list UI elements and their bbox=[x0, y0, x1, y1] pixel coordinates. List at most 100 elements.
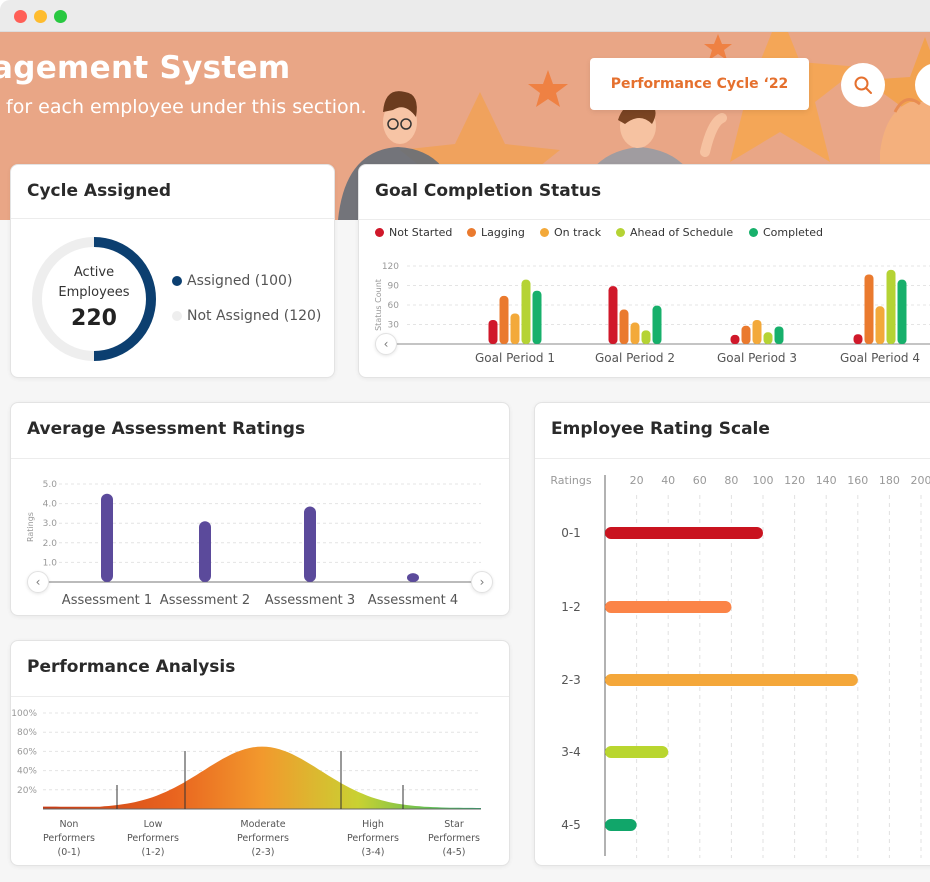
card-title: Employee Rating Scale bbox=[551, 419, 770, 439]
y-tick-label: 80% bbox=[17, 728, 37, 738]
close-window-button[interactable] bbox=[14, 10, 27, 23]
y-tick-label: 40% bbox=[17, 767, 37, 777]
category-label: Performers bbox=[347, 833, 399, 844]
donut-center-label: Active Employees 220 bbox=[44, 263, 144, 331]
bar bbox=[101, 493, 113, 582]
legend-on-track: On track bbox=[540, 226, 601, 239]
category-label: Non bbox=[60, 819, 79, 830]
x-tick-label: Assessment 2 bbox=[160, 593, 250, 608]
card-divider bbox=[11, 696, 509, 697]
y-tick-label: 4.0 bbox=[43, 500, 58, 510]
profile-button[interactable] bbox=[915, 63, 930, 107]
legend-label: Not Assigned (120) bbox=[187, 308, 322, 324]
category-label: (4-5) bbox=[443, 847, 466, 858]
donut-label-line-1: Active bbox=[73, 265, 115, 280]
legend-dot bbox=[616, 228, 625, 237]
bar bbox=[605, 674, 858, 686]
bar bbox=[897, 279, 907, 344]
category-label: Performers bbox=[127, 833, 179, 844]
y-tick-label: 3.0 bbox=[43, 519, 58, 529]
chart-next-button[interactable]: › bbox=[471, 571, 493, 593]
category-label: (2-3) bbox=[252, 847, 275, 858]
bar bbox=[304, 506, 316, 582]
column-header: Ratings bbox=[550, 474, 591, 487]
legend-dot bbox=[375, 228, 384, 237]
x-tick-label: 180 bbox=[879, 474, 900, 487]
y-tick-label: 20% bbox=[17, 786, 37, 796]
donut-assigned-arc bbox=[93, 237, 156, 361]
card-divider bbox=[535, 458, 930, 459]
title-bar bbox=[0, 0, 930, 32]
bar bbox=[608, 286, 618, 344]
legend-label: Lagging bbox=[481, 226, 525, 239]
card-title: Average Assessment Ratings bbox=[27, 419, 306, 439]
cycle-assigned-card: Cycle Assigned Active Employees 220 Assi… bbox=[10, 164, 335, 378]
category-label: High bbox=[362, 819, 384, 830]
x-tick-label: Assessment 3 bbox=[265, 593, 355, 608]
card-title: Performance Analysis bbox=[27, 657, 236, 677]
bar bbox=[752, 319, 762, 344]
legend-not-assigned: Not Assigned (120) bbox=[172, 308, 321, 324]
y-tick-label: 60% bbox=[17, 747, 37, 757]
legend-label: Ahead of Schedule bbox=[630, 226, 734, 239]
bar bbox=[741, 325, 751, 344]
bar bbox=[199, 521, 211, 582]
minimize-window-button[interactable] bbox=[34, 10, 47, 23]
chart-prev-button[interactable]: ‹ bbox=[27, 571, 49, 593]
performance-cycle-label: Performance Cycle ‘22 bbox=[610, 76, 789, 92]
x-tick-label: 140 bbox=[816, 474, 837, 487]
bar bbox=[641, 330, 651, 344]
y-tick-label: 120 bbox=[382, 262, 399, 272]
donut-center-value: 220 bbox=[71, 306, 117, 331]
rating-range-label: 0-1 bbox=[561, 526, 581, 540]
category-label: Performers bbox=[237, 833, 289, 844]
bar bbox=[853, 334, 863, 344]
y-tick-label: 30 bbox=[388, 321, 400, 331]
category-label: Star bbox=[444, 819, 464, 830]
bar bbox=[875, 306, 885, 344]
star-decoration bbox=[528, 70, 568, 107]
rating-range-label: 4-5 bbox=[561, 818, 581, 832]
chevron-left-icon: ‹ bbox=[35, 575, 41, 589]
legend-label: On track bbox=[554, 226, 602, 239]
legend-ahead-of-schedule: Ahead of Schedule bbox=[616, 226, 733, 239]
assessment-ratings-chart: 5.0 4.0 3.0 2.0 1.0 Ratings Assessment 1 Assess… bbox=[26, 480, 481, 608]
legend-dot bbox=[749, 228, 758, 237]
y-axis-label: Status Count bbox=[374, 279, 383, 331]
bar bbox=[605, 601, 732, 613]
x-tick-label: Goal Period 1 bbox=[475, 351, 555, 365]
card-divider bbox=[11, 458, 509, 459]
bar bbox=[605, 746, 669, 758]
legend-not-started: Not Started bbox=[375, 226, 452, 239]
card-divider bbox=[11, 218, 334, 219]
performance-analysis-card: Performance Analysis 100% 80% 60% 40% 20% Non… bbox=[10, 640, 510, 866]
maximize-window-button[interactable] bbox=[54, 10, 67, 23]
legend-lagging: Lagging bbox=[467, 226, 525, 239]
x-tick-label: 200 bbox=[911, 474, 930, 487]
x-tick-label: Assessment 4 bbox=[368, 593, 458, 608]
category-label: Performers bbox=[428, 833, 480, 844]
chart-prev-button[interactable]: ‹ bbox=[375, 333, 397, 355]
bar bbox=[886, 269, 896, 344]
rating-range-label: 1-2 bbox=[561, 600, 581, 614]
rating-scale-card: Employee Rating Scale Ratings 20 40 60 80 100… bbox=[534, 402, 930, 866]
donut-label-line-2: Employees bbox=[58, 285, 130, 300]
legend-assigned: Assigned (100) bbox=[172, 273, 292, 289]
legend-dot bbox=[172, 276, 182, 286]
goal-completion-chart: 120 90 60 30 Status Count Goal Period 1 Goal P… bbox=[374, 262, 930, 365]
x-tick-label: Assessment 1 bbox=[62, 593, 152, 608]
category-label: Performers bbox=[43, 833, 95, 844]
search-button[interactable] bbox=[841, 63, 885, 107]
chevron-left-icon: ‹ bbox=[383, 337, 389, 351]
x-tick-label: Goal Period 4 bbox=[840, 351, 920, 365]
star-decoration bbox=[704, 34, 732, 60]
bar bbox=[652, 305, 662, 344]
category-label: (3-4) bbox=[362, 847, 385, 858]
rating-range-label: 3-4 bbox=[561, 745, 581, 759]
y-tick-label: 90 bbox=[388, 282, 400, 292]
performance-cycle-button[interactable]: Performance Cycle ‘22 bbox=[590, 58, 809, 110]
y-tick-label: 1.0 bbox=[43, 558, 58, 568]
bar bbox=[730, 334, 740, 344]
bar bbox=[499, 295, 509, 344]
bar bbox=[605, 527, 763, 539]
